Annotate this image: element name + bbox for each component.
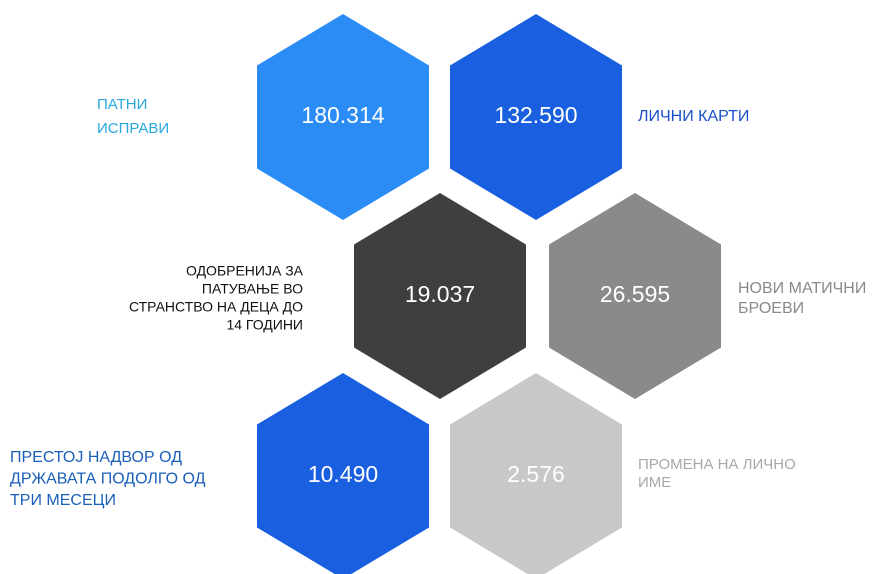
hexagon [450, 14, 622, 220]
tile-label: БРОЕВИ [738, 300, 804, 317]
tile-label: ПАТНИ [97, 96, 147, 113]
hexagon [257, 373, 429, 574]
tile-label: ДРЖАВАТА ПОДОЛГО ОД [10, 471, 206, 488]
hexagon [549, 193, 721, 399]
tile-label: ПРЕСТОЈ НАДВОР ОД [10, 449, 182, 466]
tile-label: ИМЕ [638, 474, 671, 491]
tile-value: 26.595 [600, 281, 670, 307]
tile-label: ИСПРАВИ [97, 120, 169, 137]
tile-value: 180.314 [301, 102, 384, 128]
tile-label: ОДОБРЕНИЈА ЗА [186, 263, 304, 279]
tile-label: ТРИ МЕСЕЦИ [10, 492, 116, 509]
tile-label: НОВИ МАТИЧНИ [738, 280, 866, 297]
hexagon [354, 193, 526, 399]
tile-value: 10.490 [308, 461, 378, 487]
tile-label: ПАТУВАЊЕ ВО [202, 281, 303, 297]
hexagon [450, 373, 622, 574]
tile-label: СТРАНСТВО НА ДЕЦА ДО [129, 299, 303, 315]
tile-label: ПРОМЕНА НА ЛИЧНО [638, 456, 796, 473]
tile-value: 132.590 [494, 102, 577, 128]
hexagon [257, 14, 429, 220]
tile-value: 19.037 [405, 281, 475, 307]
tile-label: 14 ГОДИНИ [226, 317, 303, 333]
tile-value: 2.576 [507, 461, 565, 487]
tile-label: ЛИЧНИ КАРТИ [638, 108, 749, 125]
